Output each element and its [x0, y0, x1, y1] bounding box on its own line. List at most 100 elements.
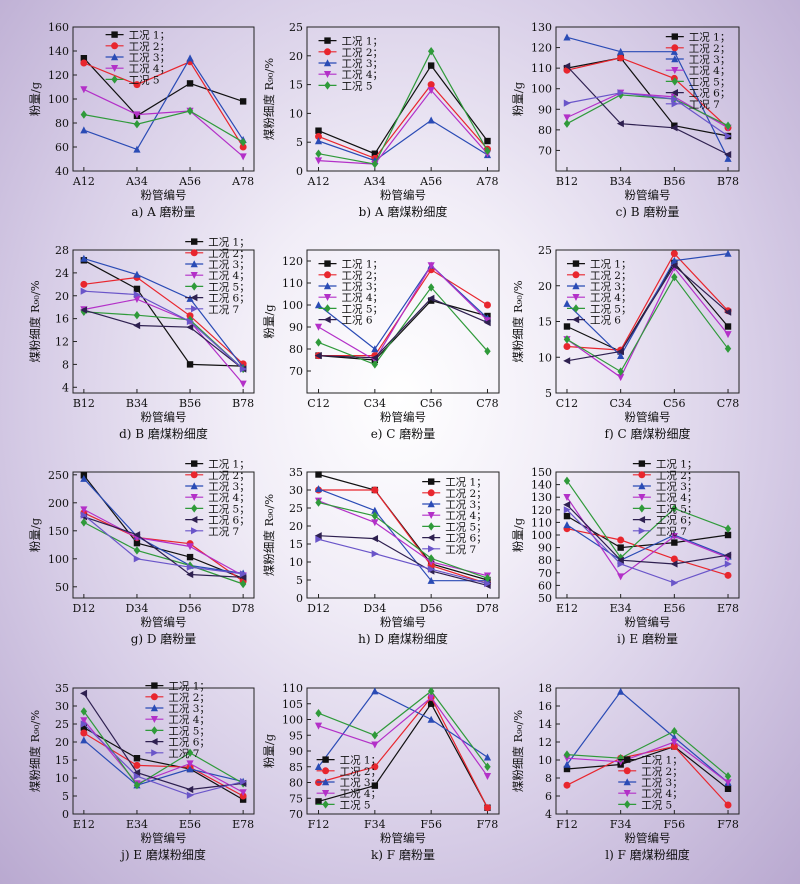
data-point: [484, 762, 491, 771]
chart-caption: c) B 磨粉量: [616, 205, 680, 219]
x-tick-label: B12: [73, 397, 95, 410]
y-tick-label: 80: [289, 343, 303, 356]
data-point: [617, 553, 624, 562]
y-tick-label: 110: [531, 62, 552, 75]
data-point: [371, 550, 379, 558]
data-point: [427, 700, 435, 707]
chart-a-fineness: 0 5 10 15 20 25 A12 A34 A56 A78 粉管编号 b) A 磨煤粉细度 煤粉细度…: [262, 21, 500, 219]
chart-d-fineness: 0 5 10 15 20 25 30 35 D12 D34 D56 D78 粉管编号 h) D 磨煤粉细度…: [262, 466, 500, 646]
data-point: [724, 121, 732, 130]
data-point: [563, 512, 571, 520]
y-tick-label: 30: [55, 700, 69, 713]
data-point: [80, 689, 88, 697]
series-line: [83, 57, 244, 117]
legend-label: 工况 5: [342, 80, 373, 92]
y-tick-label: 100: [48, 553, 69, 566]
legend-label: 工况 7: [208, 304, 239, 316]
y-tick-label: 200: [48, 497, 69, 510]
data-point: [186, 785, 194, 794]
data-point: [371, 511, 379, 521]
chart-caption: b) A 磨煤粉细度: [359, 204, 448, 219]
series-line: [83, 276, 244, 365]
legend-marker: [323, 294, 332, 301]
y-tick-label: 250: [48, 469, 69, 482]
x-axis-label: 粉管编号: [625, 410, 671, 424]
legend-marker: [191, 305, 199, 313]
data-point: [371, 150, 379, 157]
data-point: [483, 804, 491, 812]
data-point: [239, 138, 247, 147]
data-point: [315, 471, 322, 478]
data-point: [315, 338, 322, 347]
data-point: [670, 560, 678, 568]
legend-label: 工况 4；: [590, 292, 632, 304]
data-point: [186, 54, 194, 62]
legend-label: 工况 4；: [656, 492, 698, 504]
series-line: [318, 488, 488, 582]
x-tick-label: D78: [476, 602, 499, 615]
legend-label: 工况 2；: [208, 470, 250, 482]
x-tick-label: A56: [419, 175, 442, 188]
data-point: [563, 114, 571, 122]
x-axis-label: 粉管编号: [625, 831, 671, 845]
data-point: [427, 686, 435, 696]
y-axis-label: 粉量/g: [262, 304, 276, 339]
series-line: [318, 264, 488, 361]
series-line: [83, 258, 244, 368]
legend-label: 工况 5；: [208, 503, 250, 515]
data-point: [483, 301, 491, 309]
data-point: [314, 157, 323, 165]
y-axis-label: 粉量/g: [28, 81, 42, 116]
legend-marker: [190, 260, 198, 268]
x-tick-label: C78: [476, 397, 498, 410]
chart-d-powder-mass: 50 100 150 200 250 D12 D34 D56 D78 粉管编号 g) D 磨粉量 粉量…: [28, 459, 255, 646]
y-axis-label: 煤粉细度 R₉₀/%: [28, 280, 42, 362]
legend-marker: [111, 75, 118, 84]
legend-label: 工况 5；: [656, 503, 698, 515]
data-point: [670, 738, 678, 746]
y-tick-label: 60: [55, 141, 69, 154]
data-point: [671, 504, 678, 513]
data-point: [133, 285, 141, 293]
series-line: [566, 36, 729, 159]
y-tick-label: 16: [538, 700, 552, 713]
data-point: [314, 323, 323, 331]
y-tick-label: 15: [55, 754, 69, 767]
series-line: [83, 61, 244, 148]
y-tick-label: 8: [62, 358, 69, 371]
legend-label: 工况 6；: [168, 737, 210, 749]
legend-marker: [638, 494, 646, 501]
y-axis-label: 粉量/g: [262, 733, 276, 768]
y-axis-label: 粉量/g: [511, 517, 525, 552]
data-point: [724, 560, 732, 568]
data-point: [80, 736, 88, 744]
data-point: [186, 361, 194, 368]
data-point: [80, 287, 88, 295]
series-line: [566, 504, 729, 565]
data-point: [427, 46, 435, 56]
legend-label: 工况 7: [445, 544, 476, 556]
legend-marker: [190, 516, 198, 524]
x-tick-label: A34: [363, 175, 386, 188]
data-point: [563, 119, 571, 128]
data-point: [133, 772, 141, 780]
y-tick-label: 150: [531, 466, 552, 479]
data-point: [671, 539, 678, 546]
legend-marker: [111, 31, 118, 38]
data-point: [133, 311, 141, 320]
data-point: [239, 796, 247, 803]
y-tick-label: 10: [55, 772, 69, 785]
data-point: [239, 789, 247, 797]
x-tick-label: B56: [663, 175, 685, 188]
data-point: [724, 551, 732, 559]
data-point: [133, 755, 141, 762]
legend-marker: [150, 738, 158, 746]
series-line: [566, 745, 729, 790]
legend-label: 工况 3；: [342, 58, 384, 70]
legend-label: 工况 3；: [445, 499, 487, 511]
legend-label: 工况 2；: [590, 270, 632, 282]
y-tick-label: 85: [289, 761, 303, 774]
data-point: [239, 153, 247, 161]
y-tick-label: 15: [289, 538, 303, 551]
plot-frame: [306, 471, 500, 599]
